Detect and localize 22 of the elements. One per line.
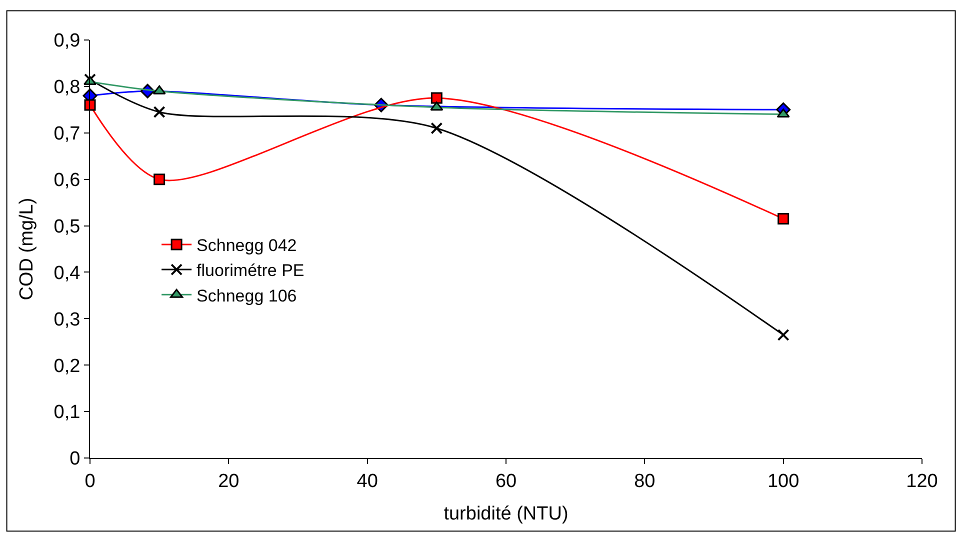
y-tick-label: 0 (70, 448, 80, 470)
y-tick-label: 0,5 (54, 216, 80, 238)
y-tick-label: 0,8 (54, 77, 80, 98)
legend-label: Schnegg 106 (196, 286, 297, 306)
x-tick-label: 120 (906, 470, 938, 492)
y-tick-label: 0,7 (54, 124, 80, 145)
legend-label: fluorimétre PE (196, 261, 304, 280)
y-tick-label: 0,3 (54, 309, 80, 330)
x-tick-label: 40 (356, 470, 378, 492)
x-tick-label: 0 (84, 470, 96, 492)
y-tick-label: 0,4 (54, 262, 81, 284)
x-tick-label: 20 (218, 470, 240, 492)
x-tick-label: 60 (495, 470, 517, 492)
y-tick-label: 0,9 (54, 30, 80, 52)
x-tick-label: 100 (767, 470, 800, 492)
y-tick-label: 0,1 (54, 402, 80, 424)
y-tick-label: 0,6 (54, 170, 80, 191)
y-tick-label: 0,2 (54, 356, 80, 377)
x-tick-label: 80 (634, 470, 656, 492)
y-axis-title: COD (mg/L) (16, 198, 38, 300)
legend-label: Schnegg 042 (196, 236, 297, 256)
x-axis-title: turbidité (NTU) (444, 504, 568, 525)
